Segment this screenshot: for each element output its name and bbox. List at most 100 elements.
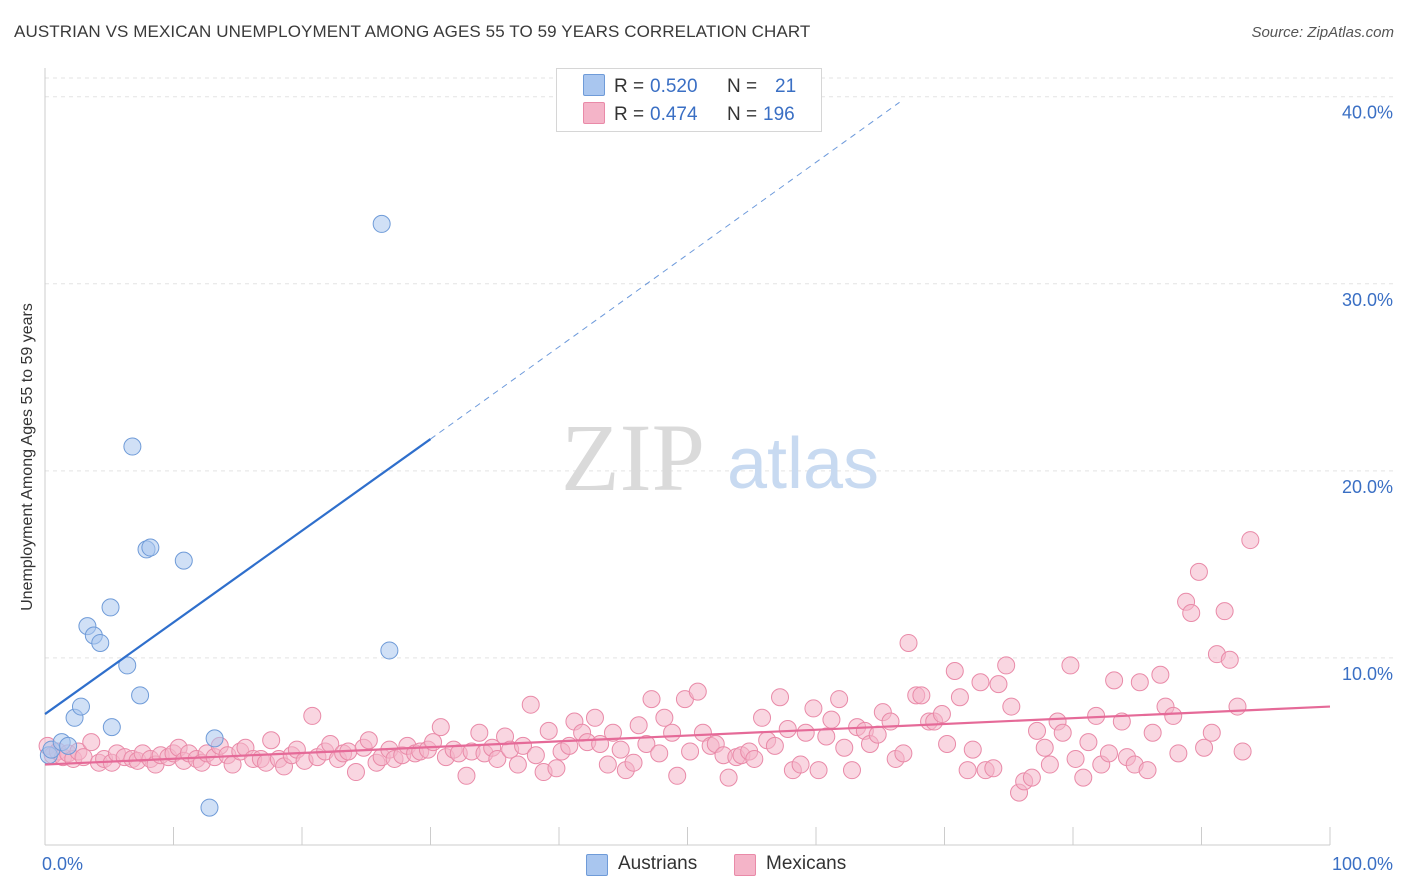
mexicans-point bbox=[303, 706, 322, 725]
mexicans-point bbox=[1220, 650, 1239, 669]
mexicans-point bbox=[488, 749, 507, 768]
austrians-point bbox=[141, 538, 160, 557]
mexicans-point bbox=[835, 738, 854, 757]
x-tick-label: 0.0% bbox=[42, 854, 83, 874]
r-label: R = bbox=[614, 104, 645, 125]
legend-swatch-mexicans bbox=[734, 854, 756, 876]
austrians-trend-extension bbox=[430, 101, 900, 440]
mexicans-point bbox=[457, 766, 476, 785]
austrians-points bbox=[39, 214, 399, 817]
austrians-point bbox=[123, 437, 142, 456]
mexicans-point bbox=[971, 673, 990, 692]
austrians-point bbox=[91, 633, 110, 652]
n-label: N = bbox=[727, 76, 758, 97]
mexicans-point bbox=[804, 699, 823, 718]
mexicans-point bbox=[1151, 665, 1170, 684]
mexicans-point bbox=[1182, 604, 1201, 623]
austrians-point bbox=[101, 598, 120, 617]
y-tick-label: 10.0% bbox=[1342, 664, 1393, 684]
mexicans-point bbox=[830, 690, 849, 709]
x-tick-label: 100.0% bbox=[1332, 854, 1393, 874]
mexicans-point bbox=[603, 723, 622, 742]
mexicans-point bbox=[796, 723, 815, 742]
mexicans-trend-line bbox=[44, 705, 1331, 766]
legend-swatch-austrians bbox=[586, 854, 608, 876]
austrians-point bbox=[59, 736, 78, 755]
mexicans-point bbox=[791, 755, 810, 774]
mexicans-point bbox=[912, 686, 931, 705]
mexicans-point bbox=[809, 761, 828, 780]
mexicans-point bbox=[963, 740, 982, 759]
mexicans-point bbox=[346, 763, 365, 782]
mexicans-point bbox=[1143, 723, 1162, 742]
mexicans-point bbox=[817, 727, 836, 746]
mexicans-point bbox=[745, 749, 764, 768]
mexicans-point bbox=[1202, 723, 1221, 742]
mexicans-point bbox=[1099, 744, 1118, 763]
n-label: N = bbox=[727, 104, 758, 125]
mexicans-point bbox=[778, 720, 797, 739]
mexicans-point bbox=[539, 721, 558, 740]
austrians-point bbox=[372, 214, 391, 233]
mexicans-point bbox=[624, 753, 643, 772]
austrians-point bbox=[118, 656, 137, 675]
chart-title: AUSTRIAN VS MEXICAN UNEMPLOYMENT AMONG A… bbox=[14, 22, 811, 41]
correlation-legend: R = 0.520 N = 21 R = 0.474 N = 196 bbox=[556, 68, 822, 132]
mexicans-point bbox=[611, 740, 630, 759]
mexicans-point bbox=[637, 734, 656, 753]
legend-label-austrians: Austrians bbox=[618, 853, 698, 874]
mexicans-point bbox=[945, 662, 964, 681]
mexicans-point bbox=[842, 761, 861, 780]
mexicans-point bbox=[1066, 749, 1085, 768]
mexicans-points bbox=[38, 531, 1260, 802]
mexicans-point bbox=[1022, 768, 1041, 787]
mexicans-point bbox=[668, 766, 687, 785]
n-value: 196 bbox=[763, 104, 795, 125]
austrians-point bbox=[174, 551, 193, 570]
mexicans-point bbox=[359, 731, 378, 750]
austrians-point bbox=[200, 798, 219, 817]
austrians-point bbox=[102, 718, 121, 737]
mexicans-point bbox=[1228, 697, 1247, 716]
mexicans-point bbox=[1112, 712, 1131, 731]
legend-swatch-austrians bbox=[583, 74, 605, 96]
austrians-trend-line bbox=[44, 438, 432, 715]
y-tick-label: 20.0% bbox=[1342, 477, 1393, 497]
mexicans-point bbox=[650, 744, 669, 763]
mexicans-point bbox=[82, 733, 101, 752]
mexicans-point bbox=[1241, 531, 1260, 550]
mexicans-point bbox=[1233, 742, 1252, 761]
mexicans-point bbox=[521, 695, 540, 714]
axes bbox=[44, 68, 1331, 846]
mexicans-point bbox=[1079, 733, 1098, 752]
mexicans-point bbox=[1040, 755, 1059, 774]
y-tick-label: 30.0% bbox=[1342, 290, 1393, 310]
austrians-point bbox=[205, 729, 224, 748]
mexicans-point bbox=[932, 705, 951, 724]
mexicans-point bbox=[514, 736, 533, 755]
mexicans-point bbox=[598, 755, 617, 774]
mexicans-point bbox=[997, 656, 1016, 675]
mexicans-point bbox=[1138, 761, 1157, 780]
mexicans-point bbox=[989, 675, 1008, 694]
mexicans-point bbox=[663, 723, 682, 742]
mexicans-point bbox=[431, 718, 450, 737]
mexicans-point bbox=[655, 708, 674, 727]
austrians-point bbox=[71, 697, 90, 716]
mexicans-point bbox=[1028, 721, 1047, 740]
austrians-point bbox=[380, 641, 399, 660]
mexicans-point bbox=[950, 688, 969, 707]
trend-lines bbox=[44, 101, 1331, 766]
mexicans-point bbox=[1130, 673, 1149, 692]
mexicans-point bbox=[1105, 671, 1124, 690]
mexicans-point bbox=[822, 710, 841, 729]
watermark-atlas: atlas bbox=[727, 424, 879, 504]
y-tick-label: 40.0% bbox=[1342, 103, 1393, 123]
mexicans-point bbox=[470, 723, 489, 742]
mexicans-point bbox=[508, 755, 527, 774]
mexicans-point bbox=[1053, 723, 1072, 742]
mexicans-point bbox=[719, 768, 738, 787]
mexicans-point bbox=[1035, 738, 1054, 757]
source-label: Source: ZipAtlas.com bbox=[1251, 24, 1394, 41]
